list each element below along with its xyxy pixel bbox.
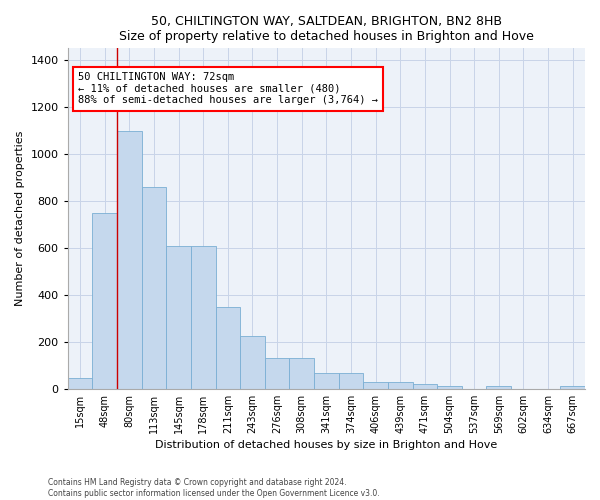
Bar [437,386,462,389]
X-axis label: Distribution of detached houses by size in Brighton and Hove: Distribution of detached houses by size … [155,440,497,450]
Title: 50, CHILTINGTON WAY, SALTDEAN, BRIGHTON, BN2 8HB
Size of property relative to de: 50, CHILTINGTON WAY, SALTDEAN, BRIGHTON,… [119,15,534,43]
Bar [487,386,511,389]
Bar [413,384,437,389]
Bar [314,373,338,389]
Bar [215,307,240,389]
Bar [68,378,92,389]
Text: Contains HM Land Registry data © Crown copyright and database right 2024.
Contai: Contains HM Land Registry data © Crown c… [48,478,380,498]
Bar [560,386,585,389]
Bar [388,382,413,389]
Text: 50 CHILTINGTON WAY: 72sqm
← 11% of detached houses are smaller (480)
88% of semi: 50 CHILTINGTON WAY: 72sqm ← 11% of detac… [78,72,378,106]
Bar [240,336,265,389]
Bar [265,358,289,389]
Bar [166,246,191,389]
Y-axis label: Number of detached properties: Number of detached properties [15,131,25,306]
Bar [191,246,215,389]
Bar [92,212,117,389]
Bar [364,382,388,389]
Bar [338,373,364,389]
Bar [117,130,142,389]
Bar [289,358,314,389]
Bar [142,187,166,389]
